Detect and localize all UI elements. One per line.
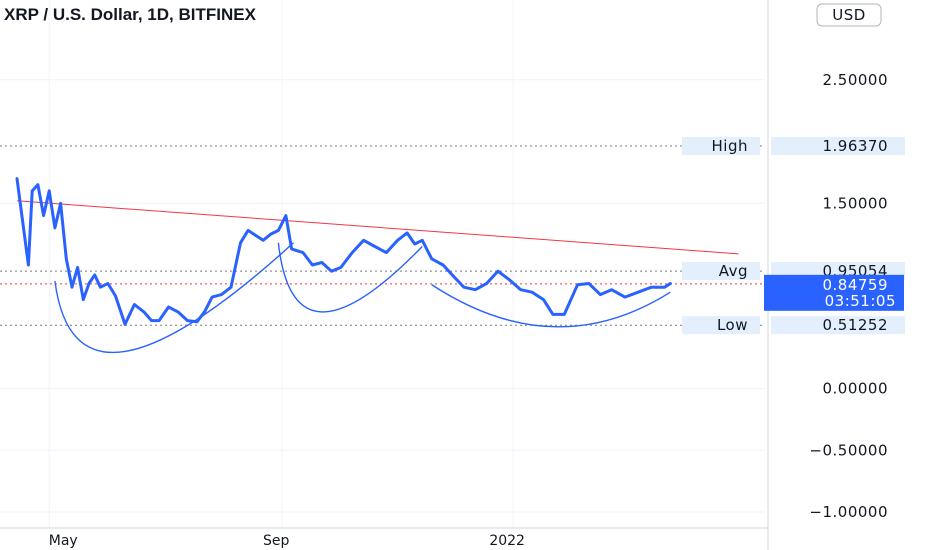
avg-label-bg	[682, 262, 760, 281]
price-tick-label: −0.50000	[809, 441, 888, 459]
current-price-value: 0.84759	[822, 276, 888, 294]
price-tick-label: 2.50000	[822, 71, 888, 89]
avg-label: Avg	[719, 262, 748, 280]
current-price-badge	[764, 274, 904, 311]
currency-button-label: USD	[832, 6, 866, 24]
high-value: 1.96370	[822, 137, 888, 155]
price-tick-label: −1.00000	[809, 503, 888, 521]
bar-countdown: 03:51:05	[825, 292, 896, 310]
drawings	[17, 200, 739, 354]
u-curve-2	[277, 242, 423, 313]
low-value: 0.51252	[822, 316, 888, 334]
currency-button-bg	[816, 3, 882, 27]
price-series	[15, 177, 672, 326]
time-tick-label: Sep	[263, 533, 290, 549]
price-tick-label: 1.50000	[822, 194, 888, 212]
time-tick-label: May	[49, 533, 78, 549]
chart-title: XRP / U.S. Dollar, 1D, BITFINEX	[4, 5, 257, 24]
high-label: High	[712, 137, 748, 155]
high-value-bg	[771, 136, 905, 155]
price-tick-label: 0.00000	[822, 380, 888, 398]
price-line	[15, 177, 672, 326]
low-label-bg	[682, 316, 760, 335]
axes: 2.50000 1.50000 0.00000 −0.50000 −1.00000 May…	[0, 0, 905, 550]
low-value-bg	[771, 316, 905, 335]
grid-lines	[0, 0, 765, 528]
high-label-bg	[682, 136, 760, 155]
trend-line	[17, 200, 739, 255]
currency-button[interactable]: USD	[816, 3, 882, 27]
u-curve-3	[431, 284, 671, 328]
time-tick-label: 2022	[489, 533, 525, 549]
u-curve-1	[54, 242, 294, 354]
low-label: Low	[717, 316, 748, 334]
